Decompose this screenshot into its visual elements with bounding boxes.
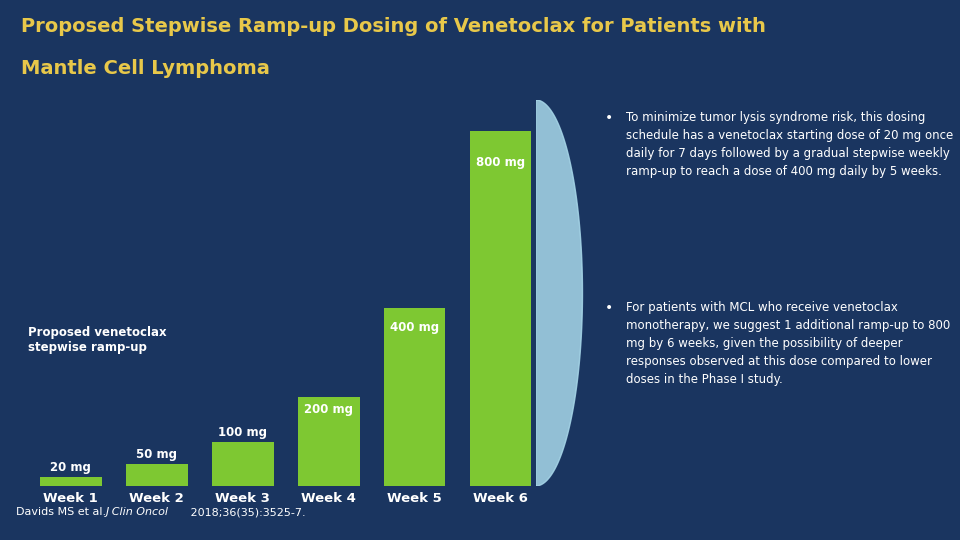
Bar — [298, 397, 359, 486]
Text: 2018;36(35):3525-7.: 2018;36(35):3525-7. — [187, 507, 306, 517]
Text: To minimize tumor lysis syndrome risk, this dosing schedule has a venetoclax sta: To minimize tumor lysis syndrome risk, t… — [626, 111, 953, 179]
Bar — [39, 477, 102, 486]
Bar — [126, 464, 187, 486]
Text: 400 mg: 400 mg — [390, 321, 439, 334]
Text: 800 mg: 800 mg — [476, 156, 525, 169]
Bar — [469, 131, 532, 486]
Text: •: • — [605, 111, 613, 125]
Text: Davids MS et al.: Davids MS et al. — [15, 507, 109, 517]
Text: 200 mg: 200 mg — [304, 403, 353, 416]
Text: Mantle Cell Lymphoma: Mantle Cell Lymphoma — [21, 59, 270, 78]
Text: Proposed venetoclax
stepwise ramp-up: Proposed venetoclax stepwise ramp-up — [28, 326, 166, 354]
Polygon shape — [536, 100, 583, 486]
Bar — [212, 442, 274, 486]
Bar — [384, 308, 445, 486]
Text: For patients with MCL who receive venetoclax monotherapy, we suggest 1 additiona: For patients with MCL who receive veneto… — [626, 301, 950, 386]
Text: Proposed Stepwise Ramp-up Dosing of Venetoclax for Patients with: Proposed Stepwise Ramp-up Dosing of Vene… — [21, 17, 766, 36]
Text: •: • — [605, 301, 613, 315]
Text: 50 mg: 50 mg — [136, 448, 178, 461]
Text: J Clin Oncol: J Clin Oncol — [107, 507, 169, 517]
Text: 100 mg: 100 mg — [218, 426, 267, 439]
Text: 20 mg: 20 mg — [50, 462, 91, 475]
